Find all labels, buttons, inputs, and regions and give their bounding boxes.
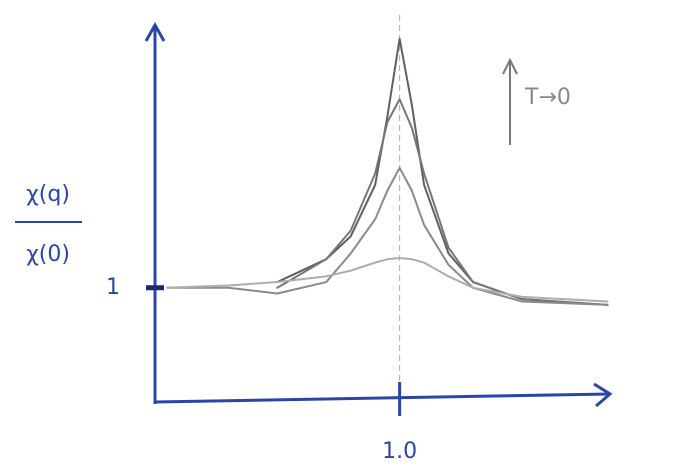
series-line xyxy=(167,258,607,301)
annotation: T→0 xyxy=(524,85,571,110)
x-tick-label: 1.0 xyxy=(382,439,417,464)
y-label-denominator: χ(0) xyxy=(26,242,70,267)
y-tick-label: 1 xyxy=(106,275,120,300)
y-label-numerator: χ(q) xyxy=(26,182,70,207)
chart: χ(q) χ(0) T→0 1 1.0 xyxy=(0,0,677,473)
series-line xyxy=(277,39,607,305)
x-axis xyxy=(155,394,610,402)
